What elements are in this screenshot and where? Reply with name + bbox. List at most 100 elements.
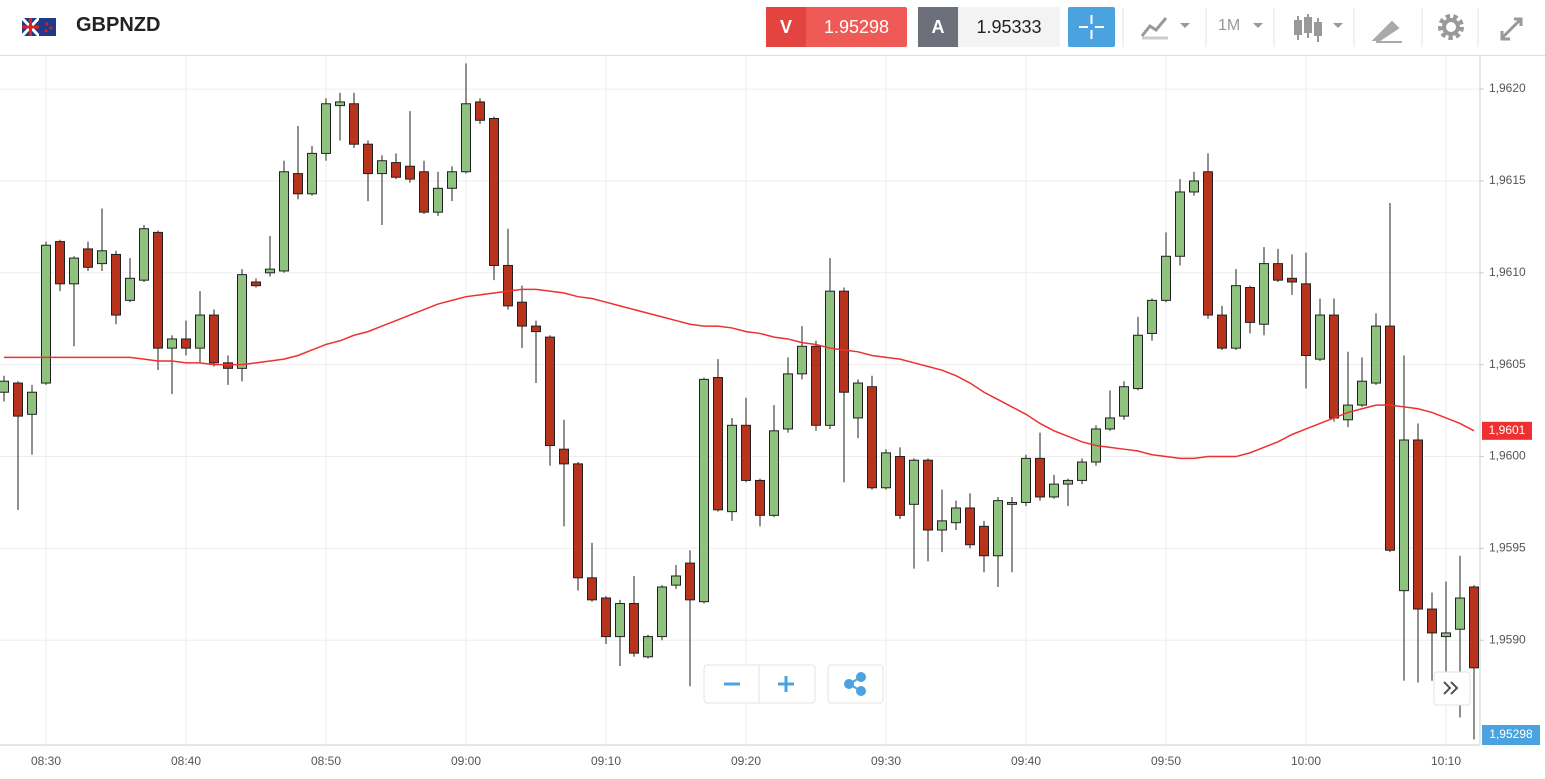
candle-body xyxy=(195,314,205,349)
candle-body xyxy=(1259,263,1269,325)
candle-body xyxy=(475,101,485,121)
candle-body xyxy=(433,187,443,213)
candle-body xyxy=(1245,287,1255,323)
candle-body xyxy=(1469,586,1479,669)
x-tick-label: 09:20 xyxy=(731,754,761,768)
draw-tool[interactable] xyxy=(1371,20,1402,43)
candle-body xyxy=(1049,483,1059,498)
timeframe[interactable]: 1M xyxy=(1218,17,1241,34)
candle-body xyxy=(1455,597,1465,630)
candle-body xyxy=(839,290,849,393)
candle-body xyxy=(1161,255,1171,301)
candle-body xyxy=(391,162,401,178)
candle-body xyxy=(503,264,513,307)
candle-body xyxy=(69,257,79,285)
x-tick-label: 09:30 xyxy=(871,754,901,768)
candle-body xyxy=(279,171,289,272)
buy-button[interactable]: A 1.95333 xyxy=(918,7,1060,47)
candle-body xyxy=(601,597,611,638)
zoom-in[interactable] xyxy=(778,676,794,692)
x-tick-label: 08:40 xyxy=(171,754,201,768)
candle-body xyxy=(671,575,681,586)
y-tick-label: 1,9605 xyxy=(1489,357,1526,371)
candle-body xyxy=(167,338,177,349)
candle-body xyxy=(881,452,891,489)
y-tick-label: 1,9595 xyxy=(1489,541,1526,555)
candle-body xyxy=(1427,608,1437,634)
share-icon xyxy=(844,672,866,696)
x-tick-label: 09:00 xyxy=(451,754,481,768)
fullscreen[interactable] xyxy=(1500,17,1523,41)
candle-body xyxy=(937,520,947,531)
candle-body xyxy=(1413,439,1423,610)
candle-body xyxy=(727,424,737,513)
candle-body xyxy=(1329,314,1339,419)
candle-body xyxy=(377,160,387,175)
x-tick-label: 08:50 xyxy=(311,754,341,768)
y-tick-label: 1,9600 xyxy=(1489,449,1526,463)
candle-body xyxy=(811,345,821,426)
candle-body xyxy=(111,253,121,316)
labels: 1,9590 1,9595 1,9600 1,9605 1,9610 1,9615 1,96… xyxy=(31,81,1532,768)
candle-body xyxy=(741,424,751,481)
indicator-menu[interactable] xyxy=(1294,14,1343,42)
share-box[interactable] xyxy=(827,664,884,704)
candle-body xyxy=(769,430,779,516)
candle-body xyxy=(783,373,793,430)
candle-body xyxy=(1371,325,1381,384)
candle-body xyxy=(1399,439,1409,592)
candle-body xyxy=(517,301,527,327)
zoom-controls xyxy=(703,664,1471,706)
candle-body xyxy=(1119,386,1129,417)
x-tick-label: 10:10 xyxy=(1431,754,1461,768)
candle-body xyxy=(181,338,191,349)
candle-body xyxy=(461,103,471,173)
candle-body xyxy=(657,586,667,638)
candle-body xyxy=(993,500,1003,557)
candle-body xyxy=(1203,171,1213,316)
candle-body xyxy=(965,507,975,546)
candle-body xyxy=(293,173,303,195)
candle-body xyxy=(125,277,135,301)
symbol: GBPNZD xyxy=(76,14,161,36)
timeframe-arrow[interactable] xyxy=(1253,23,1263,28)
sell-button[interactable]: V 1.95298 xyxy=(766,7,907,47)
candle-body xyxy=(41,244,51,384)
candle-body xyxy=(909,459,919,505)
candle-body xyxy=(237,274,247,369)
candle-body xyxy=(1287,277,1297,283)
candle-body xyxy=(825,290,835,426)
candle-body xyxy=(573,463,583,579)
toolbar: GBPNZD V 1.95298 A 1.95333 1M xyxy=(0,0,1545,56)
x-tick-label: 10:00 xyxy=(1291,754,1321,768)
buy-price: 1.95333 xyxy=(976,17,1042,37)
settings[interactable] xyxy=(1438,14,1464,40)
crosshair-button[interactable] xyxy=(1068,7,1115,47)
candle-body xyxy=(307,152,317,195)
chart-type-menu[interactable] xyxy=(1140,17,1190,40)
candle-body xyxy=(83,248,93,268)
candle-body xyxy=(97,250,107,265)
end-label: 1,9601 xyxy=(1489,423,1526,437)
price-marker xyxy=(1482,725,1540,745)
candle-body xyxy=(895,456,905,516)
y-tick-label: 1,9620 xyxy=(1489,81,1526,95)
grid xyxy=(0,56,1484,745)
candle-body xyxy=(853,382,863,419)
scroll-icon xyxy=(1443,681,1459,695)
candle-body xyxy=(643,636,653,658)
candle-body xyxy=(1063,479,1073,485)
candle-body xyxy=(1021,457,1031,503)
sell-label: V xyxy=(766,7,806,47)
candle-body xyxy=(13,382,23,417)
candle-body xyxy=(979,525,989,557)
candle-body xyxy=(153,231,163,349)
flag-icon xyxy=(22,18,56,36)
candle-body xyxy=(489,117,499,266)
scroll-end[interactable] xyxy=(1433,671,1471,706)
toolbar-icons xyxy=(1122,8,1523,47)
candle-body xyxy=(335,101,345,107)
